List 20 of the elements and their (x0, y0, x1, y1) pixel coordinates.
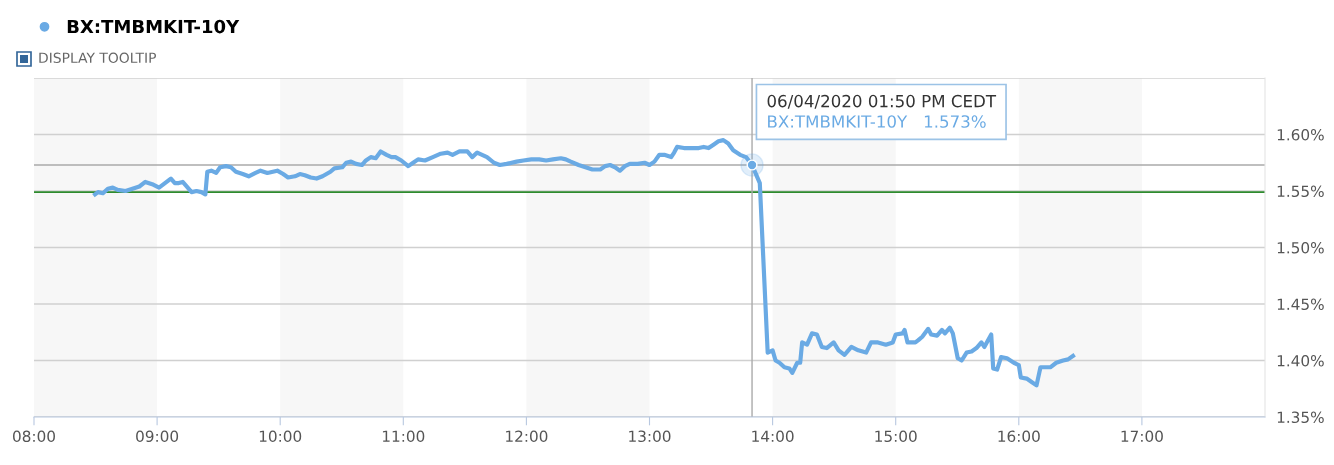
x-tick-label: 17:00 (1121, 430, 1163, 443)
x-tick-label: 12:00 (506, 430, 548, 443)
y-tick-label: 1.35% (1277, 411, 1324, 424)
x-tick-label: 13:00 (629, 430, 671, 443)
y-tick-label: 1.40% (1277, 354, 1324, 367)
x-tick-label: 11:00 (382, 430, 425, 443)
y-tick-label: 1.50% (1277, 241, 1324, 254)
legend-label: BX:TMBMKIT-10Y (67, 19, 240, 34)
x-tick-label: 14:00 (752, 430, 794, 443)
x-tick-label: 09:00 (136, 430, 179, 443)
x-tick-label: 16:00 (998, 430, 1040, 443)
y-tick-label: 1.45% (1277, 298, 1324, 311)
y-tick-label: 1.60% (1277, 128, 1324, 141)
x-tick-label: 10:00 (259, 430, 302, 443)
x-tick-label: 08:00 (12, 430, 55, 443)
y-tick-label: 1.55% (1277, 185, 1324, 198)
annotation: 06/04/2020 01:50 PM CEDT BX:TMBMKIT-10Y 1.573% (767, 94, 997, 128)
text: DISPLAY TOOLTIP (39, 52, 157, 64)
x-tick-label: 15:00 (875, 430, 917, 443)
line-series (92, 138, 1076, 388)
